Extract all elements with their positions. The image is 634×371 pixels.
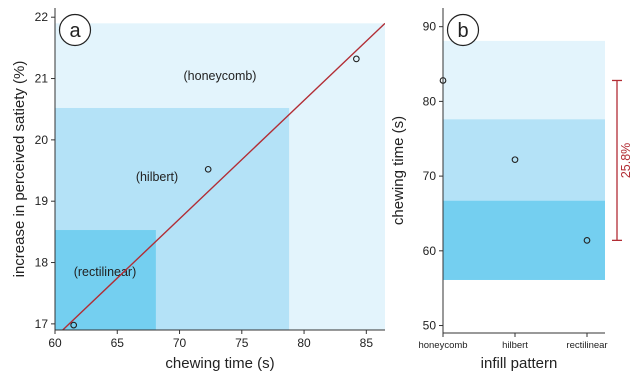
y-tick-label-22: 22 bbox=[35, 10, 49, 24]
region-rectilinear bbox=[55, 230, 156, 330]
data-point-2 bbox=[204, 165, 212, 173]
x-axis-label: chewing time (s) bbox=[165, 355, 274, 371]
x-tick-label-65: 65 bbox=[111, 336, 125, 350]
panel-label-a: a bbox=[69, 20, 81, 42]
y-axis-label: increase in perceived satiety (%) bbox=[11, 61, 28, 278]
y-tick-label-b-90: 90 bbox=[423, 20, 437, 34]
x-tick-label-75: 75 bbox=[235, 336, 249, 350]
y-tick-label-20: 20 bbox=[35, 133, 49, 147]
y-tick-label-21: 21 bbox=[35, 72, 49, 86]
band-dark bbox=[443, 200, 605, 280]
panel-label-circle-a bbox=[58, 13, 92, 47]
bracket-label: 25.8% bbox=[619, 143, 633, 178]
panel-label-b: b bbox=[457, 20, 468, 42]
region-label-hilbert: (hilbert) bbox=[136, 170, 178, 184]
y-tick-label-b-80: 80 bbox=[423, 94, 437, 108]
panel-label-circle-b bbox=[446, 13, 480, 47]
data-point-rectilinear bbox=[583, 237, 591, 244]
x-tick-label-70: 70 bbox=[173, 336, 187, 350]
region-label-rectilinear: (rectilinear) bbox=[74, 265, 137, 279]
y-tick-label-19: 19 bbox=[35, 194, 49, 208]
fit-line bbox=[61, 22, 385, 330]
panel-b: 25.8% 50 60 70 80 90 honeycomb hilbert rectiline… bbox=[390, 8, 633, 371]
x-tick-label-honeycomb: honeycomb bbox=[418, 340, 467, 351]
y-tick-label-b-50: 50 bbox=[423, 319, 437, 333]
region-label-honeycomb: (honeycomb) bbox=[184, 69, 257, 83]
x-tick-label-rectilinear: rectilinear bbox=[566, 340, 607, 351]
panel-a: (honeycomb) (hilbert) (rectilinear) 60 65 70 7… bbox=[11, 8, 385, 371]
y-axis-label-b: chewing time (s) bbox=[390, 116, 407, 225]
x-tick-label-80: 80 bbox=[297, 336, 311, 350]
x-tick-label-hilbert: hilbert bbox=[502, 340, 528, 351]
data-point-1 bbox=[70, 321, 78, 329]
y-tick-label-b-60: 60 bbox=[423, 244, 437, 258]
x-tick-label-60: 60 bbox=[48, 336, 62, 350]
y-tick-label-17: 17 bbox=[35, 317, 49, 331]
data-point-3 bbox=[353, 55, 360, 63]
x-axis-label-b: infill pattern bbox=[481, 355, 558, 371]
x-tick-label-85: 85 bbox=[360, 336, 374, 350]
y-tick-label-b-70: 70 bbox=[423, 169, 437, 183]
data-point-hilbert bbox=[511, 156, 519, 164]
y-tick-label-18: 18 bbox=[35, 256, 49, 270]
